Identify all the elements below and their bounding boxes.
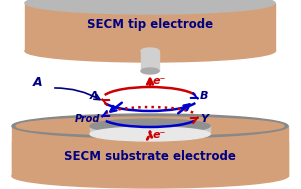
Text: SECM substrate electrode: SECM substrate electrode [64,150,236,163]
Text: Y: Y [200,114,208,124]
Text: e⁻: e⁻ [153,76,166,86]
Ellipse shape [141,48,159,54]
Text: B: B [200,91,209,101]
Text: Prod: Prod [75,114,100,124]
Text: A: A [33,77,43,90]
Bar [25,3,275,51]
Text: SECM tip electrode: SECM tip electrode [87,18,213,31]
Bar [12,126,288,176]
Ellipse shape [12,114,288,138]
Bar [90,126,210,134]
Ellipse shape [16,117,284,135]
Ellipse shape [25,40,275,62]
Ellipse shape [141,68,159,74]
Ellipse shape [12,164,288,188]
Ellipse shape [25,0,275,14]
Ellipse shape [108,130,192,138]
Bar [12,141,288,176]
Ellipse shape [90,127,210,141]
Bar [141,51,159,71]
Text: e⁻: e⁻ [153,130,166,140]
Text: A: A [89,91,98,101]
Ellipse shape [90,119,210,133]
